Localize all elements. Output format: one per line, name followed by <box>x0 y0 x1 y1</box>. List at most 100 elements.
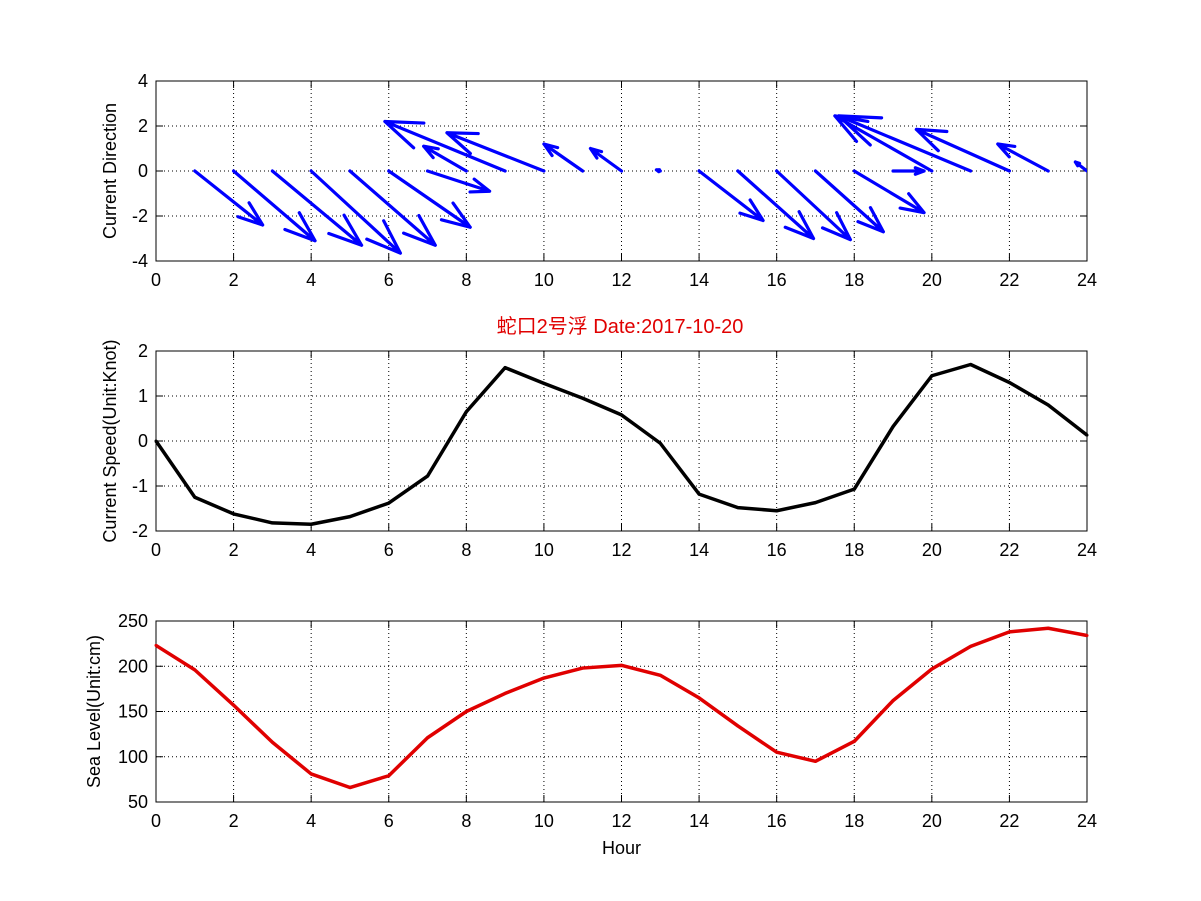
data-point <box>193 495 197 499</box>
data-point <box>309 522 313 526</box>
y-tick-label: 1 <box>138 386 148 406</box>
data-point <box>620 413 623 417</box>
data-point <box>542 676 546 680</box>
x-tick-label: 12 <box>611 811 631 831</box>
data-point <box>503 366 507 370</box>
y-tick-label: 200 <box>118 656 148 676</box>
y-tick-label: 150 <box>118 702 148 722</box>
data-point <box>697 696 701 700</box>
data-point <box>1007 630 1011 634</box>
x-tick-label: 0 <box>151 540 161 560</box>
data-point <box>658 673 662 677</box>
x-tick-label: 6 <box>384 540 394 560</box>
data-point <box>891 425 895 429</box>
x-tick-label: 0 <box>151 270 161 290</box>
data-point <box>736 724 740 728</box>
data-point <box>348 515 352 519</box>
x-tick-label: 14 <box>689 811 709 831</box>
data-point <box>232 512 236 516</box>
x-tick-label: 22 <box>999 811 1019 831</box>
current-arrow <box>425 169 492 194</box>
data-point <box>503 691 507 695</box>
x-tick-label: 4 <box>306 811 316 831</box>
current-arrow <box>1073 160 1087 173</box>
current-arrow <box>837 114 973 173</box>
data-point <box>930 374 934 378</box>
data-point <box>697 492 701 496</box>
y-axis-label: Sea Level(Unit:cm) <box>84 635 104 788</box>
data-point <box>852 487 856 491</box>
data-point <box>309 772 313 776</box>
current-arrow <box>270 169 364 247</box>
data-point <box>969 363 973 366</box>
y-tick-label: 250 <box>118 611 148 631</box>
x-tick-label: 16 <box>767 270 787 290</box>
data-point <box>1085 433 1089 437</box>
data-point <box>1007 381 1011 384</box>
current-arrow <box>697 169 765 223</box>
current-arrow <box>542 142 585 173</box>
current-arrow <box>309 169 402 255</box>
data-point <box>658 441 662 445</box>
x-tick-label: 20 <box>922 540 942 560</box>
data-point <box>387 774 391 778</box>
current-arrow <box>813 169 885 234</box>
x-tick-label: 10 <box>534 811 554 831</box>
y-tick-label: -1 <box>132 476 148 496</box>
arrow-group <box>193 114 1087 255</box>
x-tick-label: 6 <box>384 270 394 290</box>
x-tick-label: 2 <box>229 811 239 831</box>
x-tick-label: 14 <box>689 540 709 560</box>
y-tick-label: 4 <box>138 71 148 91</box>
x-tick-label: 24 <box>1077 270 1097 290</box>
current-arrow <box>588 146 624 173</box>
x-tick-label: 0 <box>151 811 161 831</box>
x-tick-label: 20 <box>922 811 942 831</box>
x-tick-label: 20 <box>922 270 942 290</box>
current-arrow <box>914 127 1012 173</box>
data-point <box>1046 626 1050 630</box>
current-arrow <box>852 169 926 215</box>
x-tick-label: 18 <box>844 811 864 831</box>
figure-title: 蛇口2号浮 Date:2017-10-20 <box>497 315 744 338</box>
data-point <box>464 710 468 713</box>
current-arrow <box>348 169 437 247</box>
data-point <box>426 474 430 478</box>
data-point <box>154 439 158 443</box>
y-tick-label: -4 <box>132 251 148 271</box>
y-axis-label: Current Speed(Unit:Knot) <box>100 339 120 542</box>
y-tick-label: -2 <box>132 206 148 226</box>
axes-box <box>155 620 1088 803</box>
x-tick-label: 10 <box>534 540 554 560</box>
data-point <box>426 736 430 740</box>
data-point <box>852 739 856 743</box>
x-tick-label: 18 <box>844 270 864 290</box>
data-point <box>1085 633 1089 637</box>
data-point <box>542 381 546 385</box>
data-point <box>891 699 895 703</box>
data-point <box>464 410 468 414</box>
current-arrow <box>736 169 816 241</box>
x-tick-label: 16 <box>767 811 787 831</box>
data-point <box>736 506 740 510</box>
current-arrow <box>387 169 472 229</box>
data-point <box>154 643 158 647</box>
data-point <box>620 663 623 667</box>
x-tick-label: 18 <box>844 540 864 560</box>
x-tick-label: 8 <box>461 270 471 290</box>
data-point <box>387 501 391 505</box>
x-tick-label: 24 <box>1077 540 1097 560</box>
data-point <box>1046 403 1050 407</box>
data-point <box>270 740 274 744</box>
current-arrow <box>654 168 662 174</box>
x-axis-label: Hour <box>602 838 641 858</box>
x-tick-label: 12 <box>611 270 631 290</box>
current-arrow <box>231 169 317 243</box>
x-tick-label: 4 <box>306 540 316 560</box>
data-point <box>232 703 236 707</box>
current-arrow <box>422 144 468 173</box>
